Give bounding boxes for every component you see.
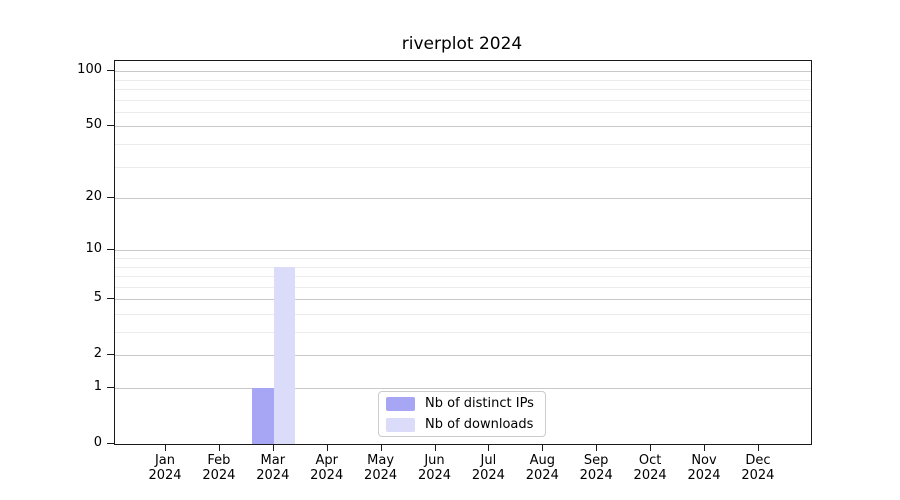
y-gridline-minor [115,79,811,81]
x-tick-year: 2024 [525,468,559,483]
x-tick-mark [650,445,652,451]
x-tick-label: Jan 2024 [130,453,200,483]
x-tick-month: May [367,453,395,468]
y-tick-mark [107,70,114,72]
x-tick-month: Jun [424,453,445,468]
legend-swatch-downloads [386,417,415,432]
x-tick-year: 2024 [741,468,775,483]
y-tick-label: 10 [85,241,102,257]
bar-downloads-mar [273,266,296,444]
y-tick-mark [107,125,114,127]
y-tick-label: 2 [93,346,102,362]
y-gridline-minor [115,332,811,333]
y-gridline-minor [115,111,811,113]
x-tick-year: 2024 [364,468,398,483]
x-tick-year: 2024 [202,468,236,483]
x-tick-label: Jun 2024 [400,453,470,483]
y-gridline-major [115,388,811,389]
x-tick-year: 2024 [471,468,505,483]
x-tick-mark [380,445,382,451]
y-tick-label: 100 [77,62,102,78]
x-tick-mark [272,445,274,451]
y-gridline-minor [115,166,811,168]
x-tick-month: Apr [315,453,338,468]
legend-label-distinct-ips: Nb of distinct IPs [425,396,534,411]
y-gridline-major [115,71,811,73]
y-gridline-minor [115,258,811,259]
x-tick-mark [218,445,220,451]
x-tick-month: Mar [260,453,286,468]
x-tick-mark [326,445,328,451]
chart-title: riverplot 2024 [401,34,523,54]
x-tick-mark [596,445,598,451]
bar-distinct-ips-mar [252,388,274,444]
x-tick-mark [542,445,544,451]
legend-item-distinct-ips: Nb of distinct IPs [379,395,545,413]
y-tick-mark [107,387,114,388]
x-tick-label: Mar 2024 [238,453,308,483]
x-tick-label: Aug 2024 [507,453,577,483]
y-gridline-minor [115,144,811,145]
plot-area [114,60,812,445]
y-tick-mark [107,443,114,444]
x-tick-year: 2024 [148,468,182,483]
x-tick-year: 2024 [310,468,344,483]
y-gridline-major [115,126,811,128]
y-gridline-major [115,355,811,357]
legend-label-downloads: Nb of downloads [425,417,534,432]
y-tick-label: 0 [93,435,102,450]
x-tick-label: Feb 2024 [184,453,254,483]
y-tick-mark [107,298,114,300]
x-tick-label: Sep 2024 [561,453,631,483]
x-tick-month: Jul [480,453,497,468]
x-tick-month: Feb [207,453,231,468]
x-tick-month: Sep [583,453,609,468]
x-tick-year: 2024 [579,468,613,483]
x-tick-month: Nov [691,453,717,468]
legend-item-downloads: Nb of downloads [379,416,545,434]
y-gridline-minor [115,276,811,277]
y-tick-label: 1 [93,379,102,394]
x-tick-mark [165,445,166,451]
x-tick-year: 2024 [687,468,721,483]
x-tick-label: May 2024 [346,453,416,483]
y-tick-label: 50 [85,117,102,133]
x-tick-year: 2024 [633,468,667,483]
y-tick-label: 20 [85,189,102,205]
x-tick-month: Aug [529,453,555,468]
x-tick-mark [704,445,705,451]
y-gridline-minor [115,266,811,268]
x-tick-label: Oct 2024 [615,453,685,483]
x-tick-year: 2024 [417,468,452,483]
x-tick-year: 2024 [256,468,290,483]
y-gridline-major [115,198,811,200]
x-tick-mark [757,445,759,451]
x-tick-label: Apr 2024 [292,453,362,483]
x-tick-mark [434,445,436,451]
y-gridline-minor [115,314,811,315]
y-tick-mark [107,249,114,251]
legend: Nb of distinct IPs Nb of downloads [378,391,546,437]
x-tick-label: Dec 2024 [723,453,793,483]
y-gridline-minor [115,89,811,90]
y-tick-mark [107,354,114,356]
x-tick-mark [488,445,490,451]
y-tick-mark [107,197,114,199]
y-gridline-major [115,299,811,301]
x-tick-month: Oct [638,453,662,468]
x-tick-month: Jan [154,453,176,468]
y-gridline-minor [115,99,811,101]
y-tick-label: 5 [93,290,102,306]
y-gridline-minor [115,286,811,288]
x-tick-label: Nov 2024 [669,453,739,483]
legend-swatch-distinct-ips [386,396,415,411]
y-gridline-major [115,250,811,252]
x-tick-month: Dec [745,453,771,468]
x-tick-label: Jul 2024 [453,453,523,483]
